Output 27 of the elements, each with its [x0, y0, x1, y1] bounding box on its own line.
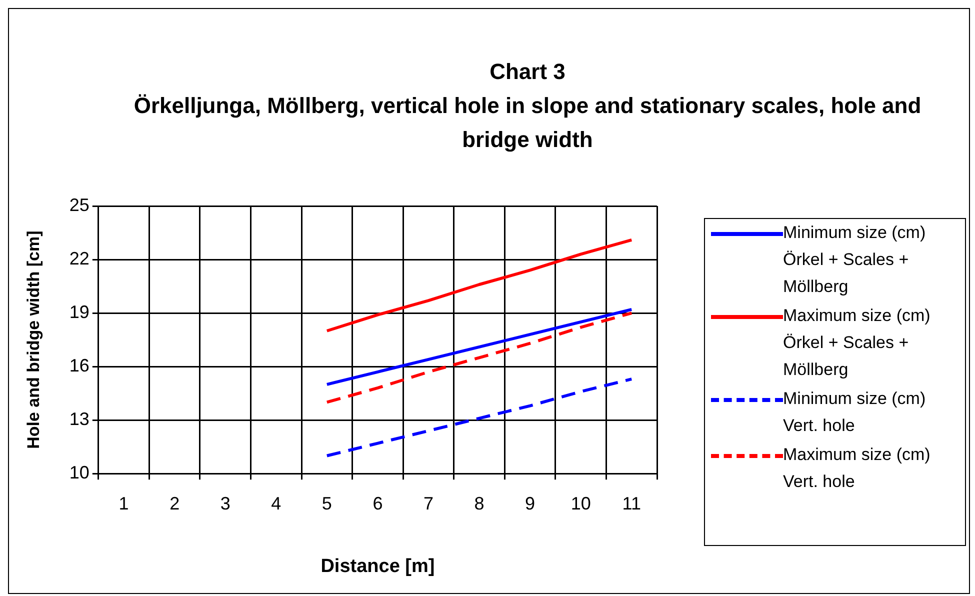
y-tick-label: 22	[69, 248, 90, 268]
y-axis-title: Hole and bridge width [cm]	[24, 230, 43, 449]
x-tick-label: 7	[423, 493, 434, 514]
x-tick-label: 8	[474, 493, 484, 514]
x-tick-label: 11	[622, 493, 641, 514]
x-tick-label: 10	[570, 493, 591, 514]
chart-title: Chart 3	[488, 58, 566, 86]
y-tick-label: 16	[69, 356, 90, 376]
x-tick-label: 2	[170, 493, 180, 514]
line-series	[325, 378, 634, 458]
x-tick-label: 3	[220, 493, 230, 514]
y-tick-label: 25	[69, 194, 90, 215]
legend-label: Maximum size (cm) Vert. hole	[783, 444, 932, 493]
x-tick-label: 5	[322, 493, 332, 514]
x-tick-label: 4	[271, 493, 282, 514]
x-tick-label: 9	[525, 493, 536, 514]
line-series	[325, 312, 634, 404]
x-tick-label: 1	[118, 493, 129, 514]
legend-label: Minimum size (cm) Örkel + Scales + Möllberg	[783, 222, 927, 298]
chart-subtitle: Örkelljunga, Möllberg, vertical hole in slope and stationary scales, hole and bridge width	[132, 92, 922, 154]
y-tick-label: 13	[69, 409, 90, 430]
y-tick-label: 10	[69, 462, 90, 483]
legend-label: Maximum size (cm) Örkel + Scales + Möllberg	[783, 305, 932, 381]
y-tick-label: 19	[69, 302, 90, 322]
legend-label: Minimum size (cm) Vert. hole	[783, 388, 927, 437]
x-axis-title: Distance [m]	[320, 556, 435, 577]
x-tick-label: 6	[372, 493, 383, 514]
